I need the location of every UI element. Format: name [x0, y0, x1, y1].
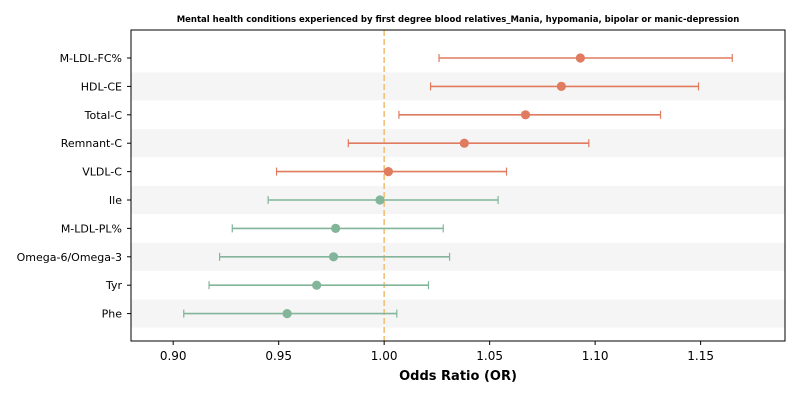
marks-group [183, 53, 733, 319]
x-tick-label: 1.05 [476, 349, 503, 363]
y-tick-label: Total-C [84, 109, 123, 122]
x-axis: 0.90 0.95 1.00 1.05 1.10 1.15 [160, 341, 714, 363]
x-axis-label: Odds Ratio (OR) [399, 369, 517, 384]
y-tick-label: M-LDL-PL% [61, 222, 122, 235]
or-point [331, 223, 341, 233]
or-point [575, 53, 585, 63]
y-tick-label: Ile [109, 194, 122, 207]
or-point [375, 195, 385, 205]
or-point [282, 309, 292, 319]
y-tick-label: Tyr [105, 279, 123, 292]
y-tick-label: Omega-6/Omega-3 [17, 251, 122, 264]
y-tick-label: Phe [102, 308, 123, 321]
y-tick-label: M-LDL-FC% [60, 52, 122, 65]
plot-frame [130, 29, 786, 342]
y-axis: M-LDL-FC% HDL-CE Total-C Remnant-C VLDL-C Ile… [17, 52, 131, 321]
chart-title: Mental health conditions experienced by … [177, 15, 740, 25]
or-point [383, 167, 393, 177]
x-tick-label: 1.15 [687, 349, 714, 363]
y-tick-label: VLDL-C [82, 166, 122, 179]
or-point [459, 138, 469, 148]
or-point [520, 110, 531, 120]
or-point [328, 252, 339, 262]
y-tick-label: HDL-CE [81, 80, 122, 93]
or-point [556, 81, 566, 91]
x-tick-label: 1.10 [582, 349, 609, 363]
x-tick-label: 0.90 [160, 349, 187, 363]
x-tick-label: 1.00 [371, 349, 398, 363]
x-tick-label: 0.95 [265, 349, 292, 363]
y-tick-label: Remnant-C [61, 137, 123, 150]
or-point [312, 280, 322, 290]
